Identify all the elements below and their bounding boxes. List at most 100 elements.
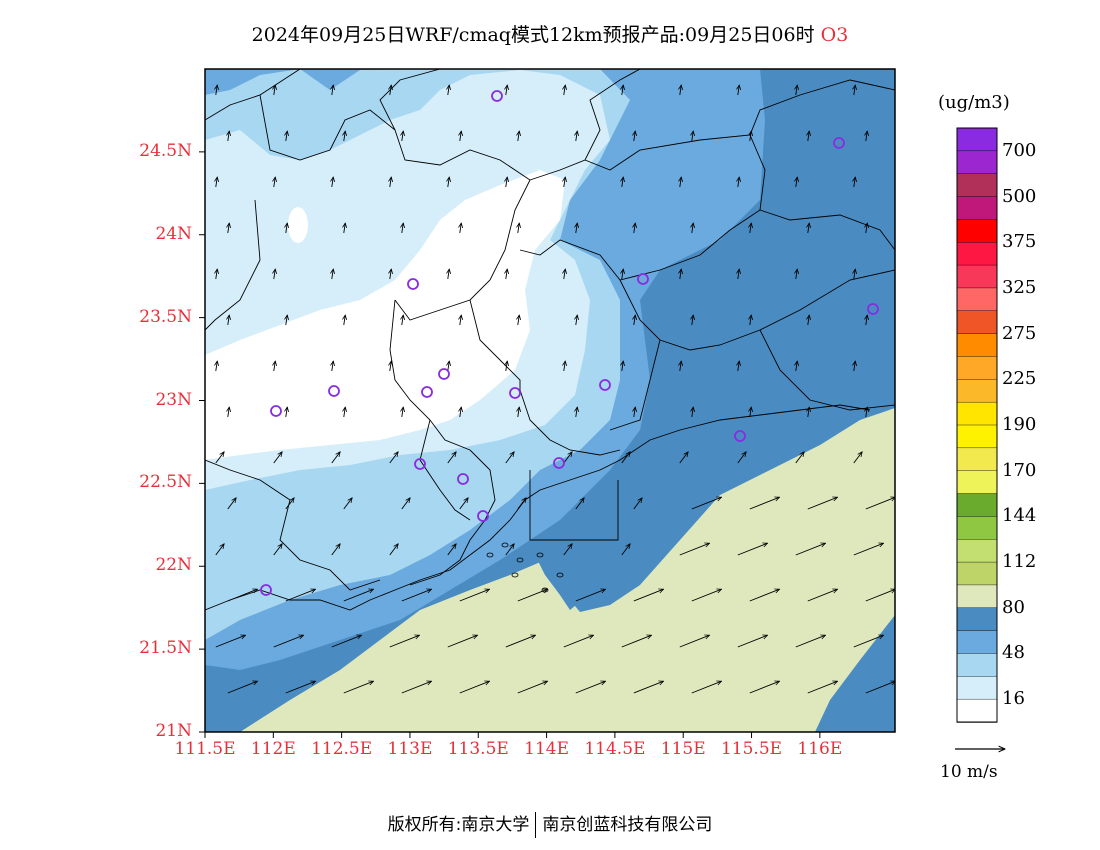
- wind-arrow: [402, 407, 404, 418]
- wind-arrow: [286, 315, 288, 326]
- wind-arrow: [459, 681, 490, 694]
- axis-ticks: [199, 151, 821, 738]
- wind-arrow: [865, 497, 895, 510]
- wind-arrow: [679, 452, 688, 464]
- wind-arrow: [216, 85, 218, 96]
- wind-arrow: [285, 681, 316, 694]
- wind-arrow: [518, 407, 520, 418]
- wind-reference-label: 10 m/s: [940, 762, 998, 782]
- wind-arrow: [286, 223, 288, 234]
- wind-arrow: [402, 315, 404, 326]
- wind-arrow: [518, 223, 520, 234]
- lon-label: 113E: [387, 739, 433, 759]
- wind-vectors: [215, 85, 895, 694]
- station-circle: [477, 510, 489, 522]
- wind-arrow: [576, 315, 578, 326]
- wind-arrow: [633, 589, 664, 602]
- lon-label: 113.5E: [447, 739, 509, 759]
- wind-arrow: [274, 177, 276, 188]
- wind-arrow: [750, 223, 752, 234]
- wind-arrow: [575, 681, 606, 694]
- wind-arrow: [737, 635, 768, 648]
- lon-label: 115.5E: [720, 739, 783, 759]
- field-ocean-low: [240, 408, 895, 732]
- colorbar-swatch: [956, 310, 998, 335]
- colorbar-swatch: [956, 493, 998, 518]
- island-outline: [536, 552, 544, 558]
- colorbar-swatch: [956, 607, 998, 632]
- wind-arrow: [401, 498, 410, 510]
- wind-arrow: [621, 635, 652, 648]
- field-level-80-bay: [530, 540, 590, 610]
- wind-arrow: [344, 315, 346, 326]
- lon-label: 114.5E: [584, 739, 646, 759]
- island-outline: [511, 572, 519, 578]
- lon-label: 114E: [524, 739, 569, 759]
- island-outline: [486, 552, 494, 558]
- wind-arrow: [563, 452, 572, 464]
- wind-arrow: [692, 223, 694, 234]
- wind-arrow: [691, 589, 722, 602]
- lat-label: 23.5N: [139, 306, 192, 327]
- colorbar-swatch: [956, 630, 998, 655]
- wind-arrow: [401, 589, 432, 602]
- colorbar-swatch: [956, 196, 998, 221]
- wind-arrow: [332, 361, 334, 372]
- field-level-16-patch: [288, 207, 308, 243]
- wind-arrow: [390, 269, 392, 280]
- wind-arrow: [807, 681, 838, 694]
- wind-arrow: [738, 85, 740, 96]
- wind-arrow: [575, 498, 584, 510]
- wind-arrow: [737, 543, 768, 556]
- wind-arrow: [622, 177, 624, 188]
- lat-label: 22.5N: [139, 472, 192, 493]
- island-outline: [556, 572, 564, 578]
- colorbar-swatch: [956, 561, 998, 586]
- wind-arrow: [448, 85, 450, 96]
- colorbar-swatch: [956, 653, 998, 678]
- colorbar-label: 325: [1002, 276, 1037, 298]
- wind-arrow: [621, 544, 630, 556]
- footer-company: 南京创蓝科技有限公司: [542, 815, 713, 835]
- footer-separator: [535, 812, 537, 838]
- colorbar-label: 190: [1002, 414, 1037, 435]
- lon-label: 112.5E: [311, 739, 373, 759]
- colorbar-swatch: [956, 676, 998, 700]
- wind-arrow: [692, 131, 694, 142]
- wind-arrow: [285, 498, 294, 510]
- colorbar: [956, 127, 998, 723]
- wind-arrow: [273, 452, 282, 464]
- station-markers: [260, 90, 879, 596]
- boundary-line: [205, 404, 871, 611]
- station-circle: [637, 273, 649, 285]
- title-species: O3: [820, 24, 849, 46]
- station-circle: [260, 584, 272, 596]
- colorbar-swatch: [956, 401, 998, 426]
- wind-arrow: [853, 452, 862, 464]
- wind-arrow: [808, 407, 810, 418]
- colorbar-units: (ug/m3): [938, 92, 1010, 113]
- wind-arrow: [285, 589, 316, 602]
- wind-arrow: [691, 681, 722, 694]
- colorbar-swatch: [956, 470, 998, 495]
- wind-arrow: [286, 407, 288, 418]
- colorbar-swatch: [956, 287, 998, 312]
- lat-label: 21.5N: [139, 638, 192, 659]
- wind-arrow: [447, 635, 478, 648]
- wind-arrow: [448, 361, 450, 372]
- wind-arrow: [286, 131, 288, 142]
- wind-arrow: [227, 498, 236, 510]
- colorbar-label: 375: [1002, 231, 1037, 253]
- wind-arrow: [808, 223, 810, 234]
- wind-arrow: [505, 452, 514, 464]
- colorbar-swatch: [956, 424, 998, 449]
- wind-arrow: [622, 85, 624, 96]
- wind-arrow: [215, 544, 224, 556]
- wind-arrow: [460, 223, 462, 234]
- lon-label: 115E: [660, 739, 706, 759]
- station-circle: [509, 387, 521, 399]
- wind-arrow: [447, 544, 456, 556]
- boundary-line: [609, 339, 661, 431]
- boundary-line: [519, 389, 621, 456]
- wind-arrow: [576, 223, 578, 234]
